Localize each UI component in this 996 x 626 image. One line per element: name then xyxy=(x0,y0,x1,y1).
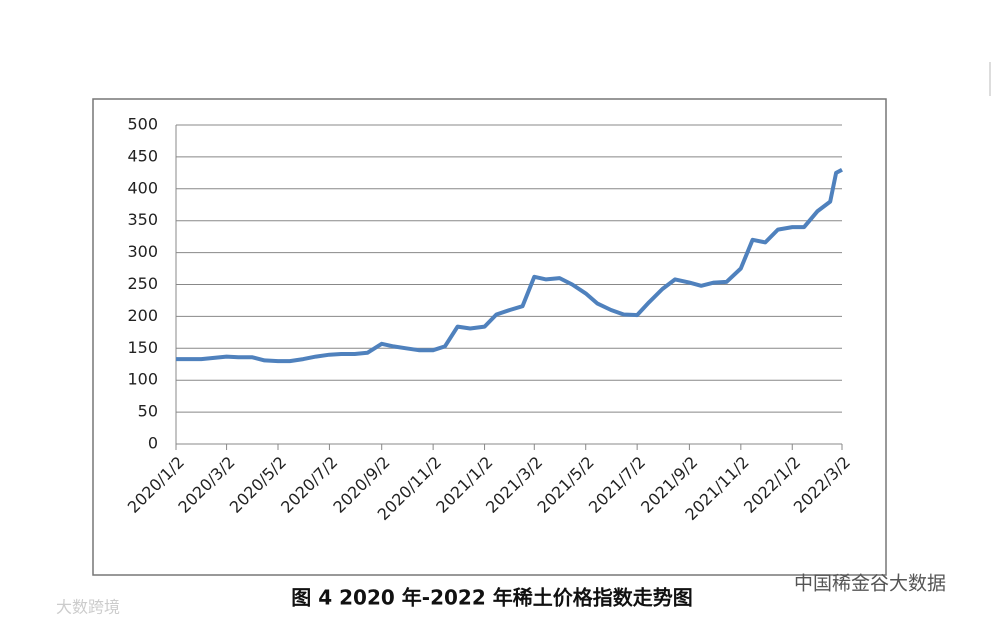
line xyxy=(176,167,843,364)
x-tick-label: 2020/7/2 xyxy=(277,453,341,517)
y-tick-label: 300 xyxy=(127,242,158,261)
y-tick-label: 50 xyxy=(138,402,158,421)
watermark: 中国稀金谷大数据 xyxy=(794,573,946,595)
x-tick-label: 2021/7/2 xyxy=(585,453,649,517)
chart-frame xyxy=(92,98,887,576)
watermark: 大数跨境 xyxy=(56,598,120,617)
y-tick-label: 500 xyxy=(127,115,158,134)
y-tick-label: 100 xyxy=(127,370,158,389)
y-tick-label: 0 xyxy=(148,434,158,453)
y-tick-label: 150 xyxy=(127,338,158,357)
y-tick-label: 450 xyxy=(127,146,158,165)
y-tick-label: 400 xyxy=(127,178,158,197)
y-tick-label: 250 xyxy=(127,274,158,293)
y-tick-label: 350 xyxy=(127,210,158,229)
y-tick-label: 200 xyxy=(127,306,158,325)
caption: 图 4 2020 年-2022 年稀土价格指数走势图 xyxy=(291,586,692,610)
